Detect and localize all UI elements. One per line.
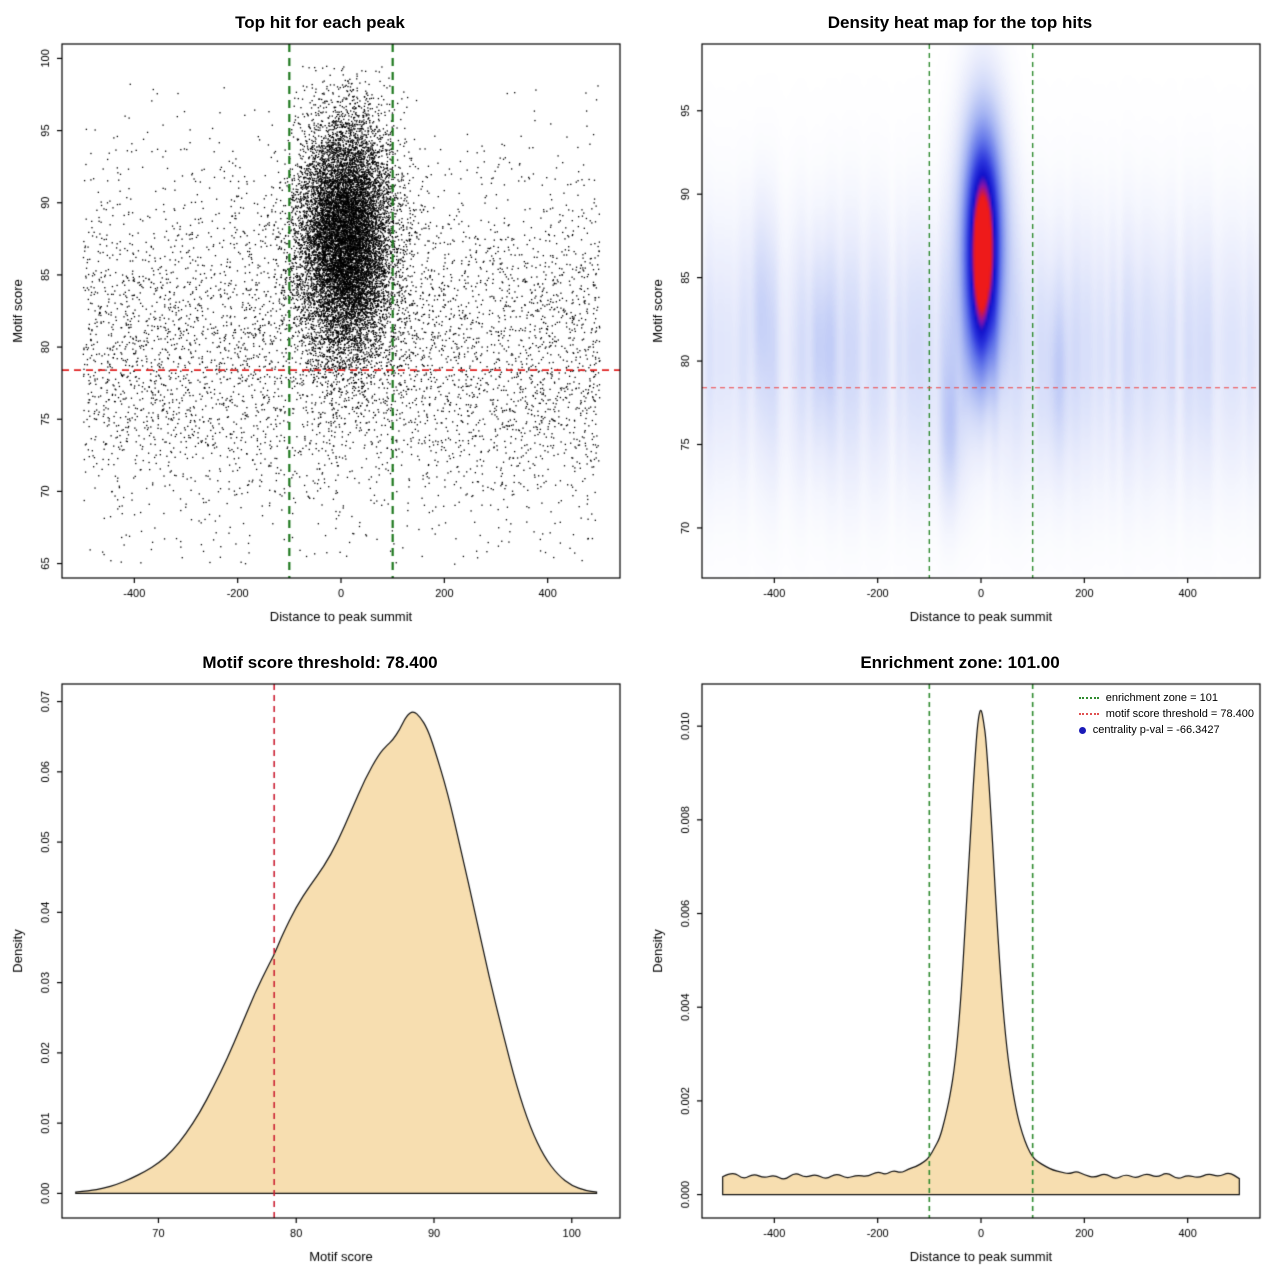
heatmap-canvas — [640, 0, 1280, 640]
score-threshold-swatch — [1078, 713, 1099, 715]
legend: enrichment zone = 101 motif score thresh… — [1078, 692, 1254, 740]
chart-title: Top hit for each peak — [235, 13, 405, 32]
panel-distance-density: Enrichment zone: 101.00 enrichment zone … — [640, 640, 1280, 1280]
chart-title: Enrichment zone: 101.00 — [860, 653, 1060, 672]
distance-density-canvas — [640, 640, 1280, 1280]
score-density-canvas — [0, 640, 640, 1280]
chart-title: Motif score threshold: 78.400 — [202, 653, 438, 672]
legend-item-centrality-pval: centrality p-val = -66.3427 — [1078, 724, 1254, 736]
chart-title: Density heat map for the top hits — [827, 13, 1093, 32]
panel-top-hit-scatter: Top hit for each peak — [0, 0, 640, 640]
scatter-canvas — [0, 0, 640, 640]
legend-item-enrichment-zone: enrichment zone = 101 — [1078, 692, 1254, 704]
legend-label: enrichment zone = 101 — [1105, 692, 1218, 704]
panel-density-heatmap: Density heat map for the top hits — [640, 0, 1280, 640]
legend-item-score-threshold: motif score threshold = 78.400 — [1078, 708, 1254, 720]
legend-label: centrality p-val = -66.3427 — [1092, 724, 1220, 736]
legend-label: motif score threshold = 78.400 — [1105, 708, 1254, 720]
panel-motif-score-density: Motif score threshold: 78.400 — [0, 640, 640, 1280]
centrality-pval-swatch — [1078, 726, 1086, 734]
enrichment-zone-swatch — [1078, 697, 1099, 699]
